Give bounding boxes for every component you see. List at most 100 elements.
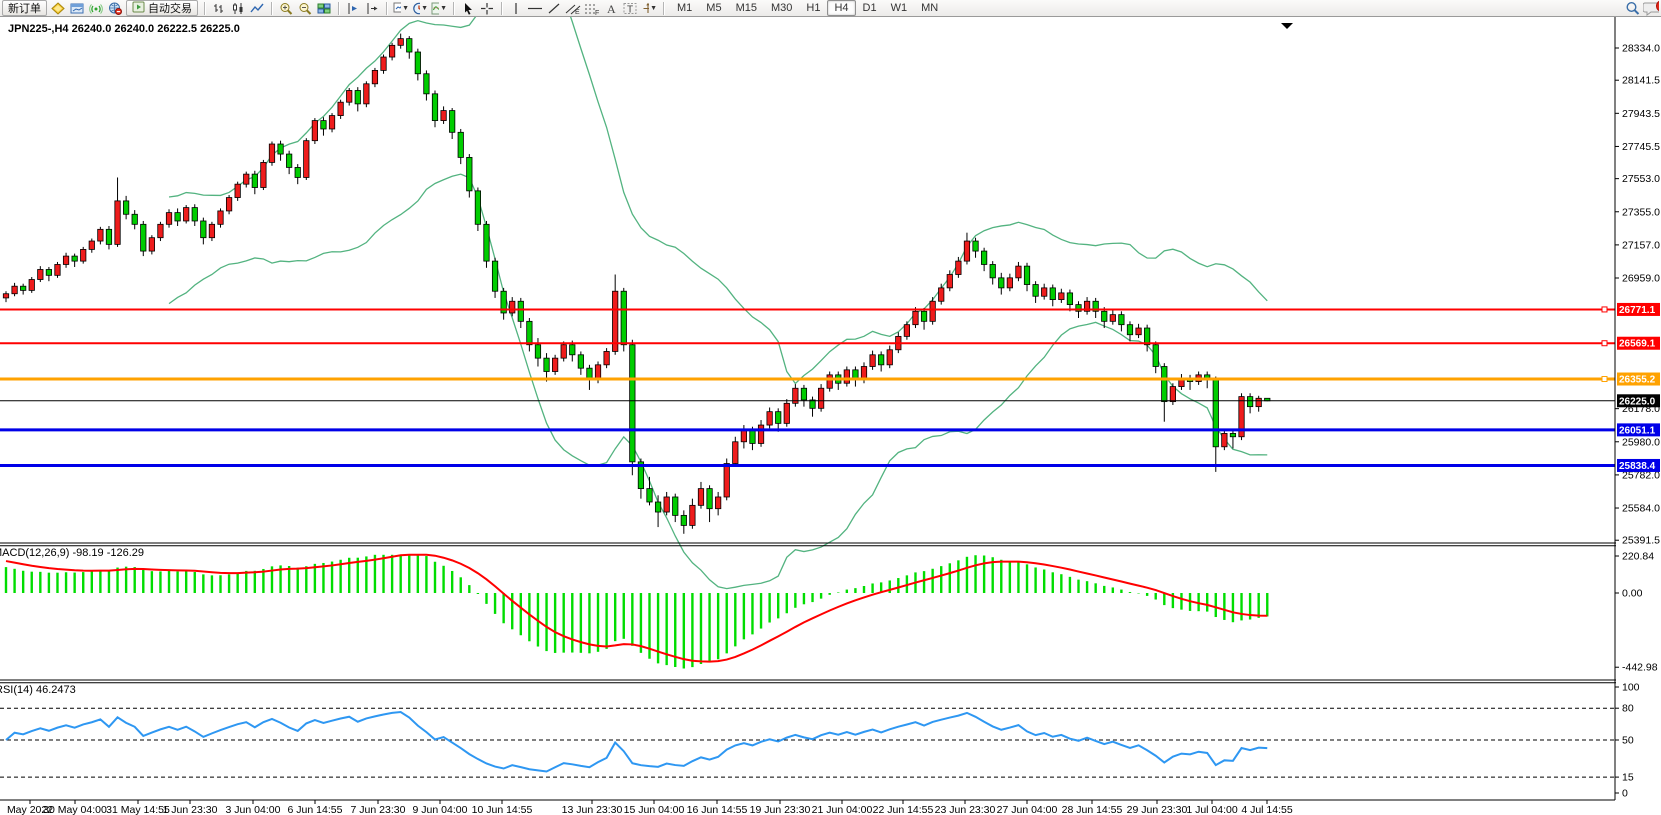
price-tick-label: 25980.0	[1622, 436, 1660, 448]
price-tag-26051.1	[1617, 423, 1660, 437]
time-axis-label: 19 Jun 23:30	[750, 804, 811, 815]
price-tag-label: 26225.0	[1619, 396, 1656, 407]
line-chart-icon[interactable]	[249, 1, 265, 16]
chart-window-icon[interactable]	[69, 1, 85, 16]
timeframe-h4[interactable]: H4	[827, 0, 856, 16]
hline-handle[interactable]	[1601, 340, 1608, 347]
time-axis-label: 1 Jul 04:00	[1186, 804, 1238, 815]
bollinger-upper-band	[168, 17, 1268, 385]
price-tag-label: 26569.1	[1619, 339, 1656, 350]
new-order-button[interactable]: 新订单	[2, 0, 47, 16]
macd-signal-line	[5, 553, 1268, 663]
price-tick-label: 25584.0	[1622, 503, 1660, 515]
time-axis-label: 27 Jun 04:00	[997, 804, 1058, 815]
hline-handle[interactable]	[1601, 376, 1608, 383]
zoom-in-icon[interactable]	[278, 1, 294, 16]
autoscroll-icon[interactable]	[345, 1, 361, 16]
timeframe-m15[interactable]: M15	[735, 2, 757, 14]
tile-windows-icon[interactable]	[316, 1, 332, 16]
toolbar-separator	[386, 1, 387, 15]
zoom-out-icon[interactable]	[297, 1, 313, 16]
timeframe-m30[interactable]: M30	[770, 2, 793, 14]
price-tick-label: 27943.5	[1622, 108, 1660, 120]
time-axis-label: May 2022	[7, 804, 53, 815]
chat-notification-icon[interactable]	[1643, 0, 1659, 16]
rsi-tick-label: 80	[1622, 703, 1634, 715]
toolbar-separator	[271, 1, 272, 15]
rsi-tick-label: 50	[1622, 735, 1634, 747]
time-axis-label: 22 Jun 14:55	[873, 804, 934, 815]
price-tag-26771.1	[1617, 302, 1660, 316]
chart-shift-marker	[1281, 23, 1293, 29]
macd-tick-label: 220.84	[1622, 551, 1654, 563]
text-label-icon[interactable]: T	[622, 1, 638, 16]
chart-window[interactable]: 28334.0 28141.5 27943.5 27745.5 27553.0 27355…	[0, 17, 1661, 815]
time-axis-label: 29 Jun 23:30	[1127, 804, 1188, 815]
toolbar-separator	[204, 1, 205, 15]
toolbar-separator	[663, 1, 664, 15]
time-axis-label: 23 Jun 23:30	[935, 804, 996, 815]
price-tag-26355.2	[1617, 372, 1660, 386]
price-tick-label: 27157.0	[1622, 239, 1660, 251]
timeframe-mn[interactable]: MN	[921, 2, 939, 14]
price-axis-column	[1616, 17, 1661, 815]
macd-indicator-label: MACD(12,26,9) -98.19 -126.29	[0, 547, 145, 559]
fibonacci-icon[interactable]: F	[584, 1, 600, 16]
chart-shift-icon[interactable]	[364, 1, 380, 16]
toolbar-separator	[501, 1, 502, 15]
chart-canvas[interactable]: 28334.0 28141.5 27943.5 27745.5 27553.0 27355…	[0, 17, 1661, 815]
macd-tick-label: -442.98	[1622, 662, 1658, 674]
autotrade-button[interactable]: 自动交易	[126, 0, 198, 16]
candlestick-chart-icon[interactable]	[230, 1, 246, 16]
text-icon[interactable]: A	[603, 1, 619, 16]
search-icon[interactable]	[1624, 1, 1640, 16]
time-axis-label: 30 May 04:00	[43, 804, 107, 815]
vertical-line-icon[interactable]	[508, 1, 524, 16]
time-axis-label: 28 Jun 14:55	[1062, 804, 1123, 815]
hline-handle[interactable]	[1601, 306, 1608, 313]
time-axis-label: 4 Jul 14:55	[1241, 804, 1293, 815]
toolbar-separator	[338, 1, 339, 15]
timeframe-h1[interactable]: H1	[806, 2, 821, 14]
main-toolbar: 新订单 自动交易 ▼ ▼ ▼ E F A T ▼ M1 M5 M15 M30 H1 H4 D1 W1 MN	[0, 0, 1661, 17]
timeframe-m5[interactable]: M5	[706, 2, 722, 14]
equidistant-channel-icon[interactable]: E	[565, 1, 581, 16]
rsi-tick-label: 0	[1622, 788, 1628, 800]
price-tag-25838.4	[1617, 458, 1660, 472]
cursor-icon[interactable]	[460, 1, 476, 16]
time-axis-label: 31 May 14:55	[106, 804, 170, 815]
chart-title: JPN225-,H4 26240.0 26240.0 26222.5 26225…	[8, 23, 240, 35]
new-chart-dropdown[interactable]: ▼	[393, 1, 409, 16]
bollinger-lower-band	[168, 173, 1268, 590]
time-axis-label: 3 Jun 04:00	[226, 804, 281, 815]
timeframe-d1[interactable]: D1	[862, 2, 877, 14]
globe-icon[interactable]	[107, 1, 123, 16]
diamond-icon[interactable]	[50, 1, 66, 16]
horizontal-line-icon[interactable]	[527, 1, 543, 16]
price-tick-label: 27355.0	[1622, 206, 1660, 218]
timeframe-w1[interactable]: W1	[890, 2, 908, 14]
signal-icon[interactable]	[88, 1, 104, 16]
time-axis-label: 15 Jun 04:00	[624, 804, 685, 815]
price-tag-label: 26051.1	[1619, 425, 1656, 436]
price-tick-label: 28141.5	[1622, 75, 1660, 87]
price-tick-label: 27553.0	[1622, 173, 1660, 185]
bar-chart-icon[interactable]	[211, 1, 227, 16]
periods-dropdown[interactable]: ▼	[412, 1, 428, 16]
timeframe-group: M1 M5 M15 M30 H1 H4 D1 W1 MN	[670, 0, 945, 16]
indicators-dropdown[interactable]: ▼	[431, 1, 447, 16]
rsi-line	[5, 710, 1268, 773]
time-axis-label: 7 Jun 23:30	[351, 804, 406, 815]
timeframe-m1[interactable]: M1	[677, 2, 693, 14]
new-order-button-label: 新订单	[8, 3, 41, 15]
arrows-icon[interactable]: ▼	[641, 1, 657, 16]
chart-background	[0, 17, 1661, 815]
price-tag-26225.0	[1617, 394, 1660, 408]
price-tag-label: 26355.2	[1619, 375, 1656, 386]
price-tag-26569.1	[1617, 336, 1660, 350]
crosshair-icon[interactable]	[479, 1, 495, 16]
trendline-icon[interactable]	[546, 1, 562, 16]
time-axis-label: 9 Jun 04:00	[413, 804, 468, 815]
price-tick-label: 27745.5	[1622, 141, 1660, 153]
time-axis-label: 16 Jun 14:55	[687, 804, 748, 815]
